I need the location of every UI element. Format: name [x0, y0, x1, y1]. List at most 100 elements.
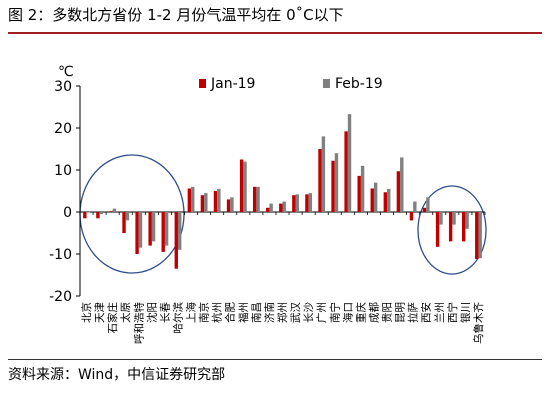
x-category-label: 沈阳: [145, 302, 158, 323]
bar-jan-乌鲁木齐: [475, 212, 479, 260]
bar-feb-天津: [99, 212, 103, 215]
bar-jan-南宁: [331, 160, 335, 212]
y-tick-label: -10: [49, 247, 72, 263]
x-category-label: 西宁: [446, 302, 459, 323]
bar-jan-广州: [318, 149, 322, 212]
bar-jan-长春: [161, 212, 165, 252]
bar-feb-济南: [269, 203, 273, 212]
bar-jan-济南: [266, 207, 270, 212]
x-category-label: 武汉: [289, 302, 302, 323]
x-category-label: 贵阳: [381, 302, 394, 323]
x-category-label: 银川: [459, 302, 472, 323]
bar-feb-海口: [347, 114, 352, 212]
x-category-label: 济南: [263, 302, 276, 323]
bar-jan-武汉: [292, 195, 296, 212]
bar-feb-乌鲁木齐: [478, 212, 482, 259]
x-category-label: 西安: [420, 302, 433, 323]
x-category-label: 合肥: [224, 302, 237, 323]
bar-feb-长春: [164, 212, 169, 246]
bar-jan-呼和浩特: [135, 212, 139, 254]
x-category-label: 南京: [198, 302, 211, 323]
bar-jan-西安: [422, 207, 427, 212]
bar-jan-长沙: [305, 194, 309, 212]
x-category-label: 哈尔滨: [171, 302, 184, 334]
x-category-label: 重庆: [354, 302, 367, 323]
bar-feb-成都: [373, 182, 378, 212]
bar-jan-兰州: [435, 212, 440, 247]
x-category-label: 拉萨: [407, 302, 420, 323]
bar-feb-呼和浩特: [138, 212, 143, 248]
title-rule: [8, 32, 542, 34]
bar-jan-西宁: [448, 212, 453, 242]
temperature-bar-chart: 30 20 10 0 -10 -20 北京 天津 石家庄 太原 呼和浩特 沈阳 长春 哈尔滨 上海 南京 杭州…: [49, 64, 487, 344]
bar-feb-贵阳: [387, 188, 391, 212]
x-category-label: 上海: [185, 302, 198, 323]
x-category-label: 北京: [80, 302, 93, 323]
x-category-label: 成都: [368, 302, 380, 323]
bar-feb-兰州: [439, 212, 443, 225]
bar-jan-昆明: [396, 171, 401, 212]
legend-swatch: [323, 79, 330, 88]
bar-jan-重庆: [357, 175, 361, 212]
x-category-label: 乌鲁木齐: [472, 302, 485, 344]
bar-feb-北京: [86, 212, 90, 213]
x-category-label: 兰州: [433, 302, 446, 323]
y-tick-label: 20: [54, 121, 72, 137]
bar-jan-太原: [122, 212, 126, 233]
y-tick-label: 0: [63, 205, 72, 221]
bar-jan-南昌: [252, 186, 257, 212]
y-tick-label: 10: [54, 163, 72, 179]
bar-jan-北京: [83, 212, 87, 219]
x-category-label: 昆明: [395, 302, 407, 323]
bar-jan-哈尔滨: [174, 212, 178, 269]
bar-jan-天津: [96, 212, 100, 219]
figure-title: 图 2：多数北方省份 1-2 月份气温平均在 0˚C以下: [8, 6, 344, 24]
x-category-label: 长沙: [303, 302, 315, 323]
bar-jan-海口: [344, 131, 348, 212]
bar-feb-杭州: [217, 188, 221, 212]
bar-jan-沈阳: [148, 212, 152, 246]
x-category-label: 福州: [237, 302, 250, 323]
bar-feb-广州: [321, 136, 326, 212]
x-category-label: 南昌: [250, 302, 263, 323]
bar-feb-太原: [125, 212, 130, 221]
bar-jan-郑州: [279, 203, 283, 212]
bar-feb-郑州: [282, 201, 286, 212]
bar-jan-福州: [239, 159, 244, 212]
bar-feb-上海: [191, 186, 195, 212]
bar-jan-合肥: [226, 199, 231, 212]
bar-feb-南昌: [256, 186, 260, 212]
legend-swatch: [199, 79, 206, 88]
bar-jan-拉萨: [409, 212, 414, 221]
x-category-label: 太原: [119, 302, 132, 323]
bar-jan-上海: [187, 188, 192, 212]
bar-feb-南京: [204, 193, 208, 212]
bar-feb-重庆: [360, 165, 365, 212]
bar-jan-成都: [370, 188, 374, 212]
x-category-label: 杭州: [211, 302, 224, 323]
legend-label: Jan-19: [210, 76, 255, 92]
footer-rule: [8, 359, 542, 360]
bar-feb-银川: [465, 212, 469, 229]
x-category-label: 海口: [341, 302, 354, 323]
bar-feb-哈尔滨: [177, 212, 182, 250]
bar-jan-石家庄: [109, 211, 113, 212]
x-category-label: 郑州: [276, 302, 289, 323]
bar-feb-南宁: [334, 153, 339, 212]
legend-label: Feb-19: [335, 76, 383, 92]
x-category-label: 石家庄: [106, 302, 119, 334]
x-category-label: 长春: [159, 302, 171, 323]
y-tick-label: 30: [54, 79, 72, 95]
bar-feb-合肥: [230, 197, 234, 212]
x-category-label: 广州: [316, 302, 328, 323]
bar-jan-贵阳: [383, 192, 388, 212]
bar-feb-石家庄: [112, 208, 117, 212]
northwest-provinces-highlight: [417, 185, 487, 275]
bar-feb-昆明: [400, 157, 404, 212]
bar-feb-西安: [426, 197, 430, 212]
bar-feb-沈阳: [151, 212, 156, 242]
bar-feb-拉萨: [413, 201, 417, 212]
bar-feb-长沙: [308, 193, 313, 212]
y-axis-unit: ℃: [58, 64, 74, 80]
bar-jan-杭州: [213, 191, 218, 212]
